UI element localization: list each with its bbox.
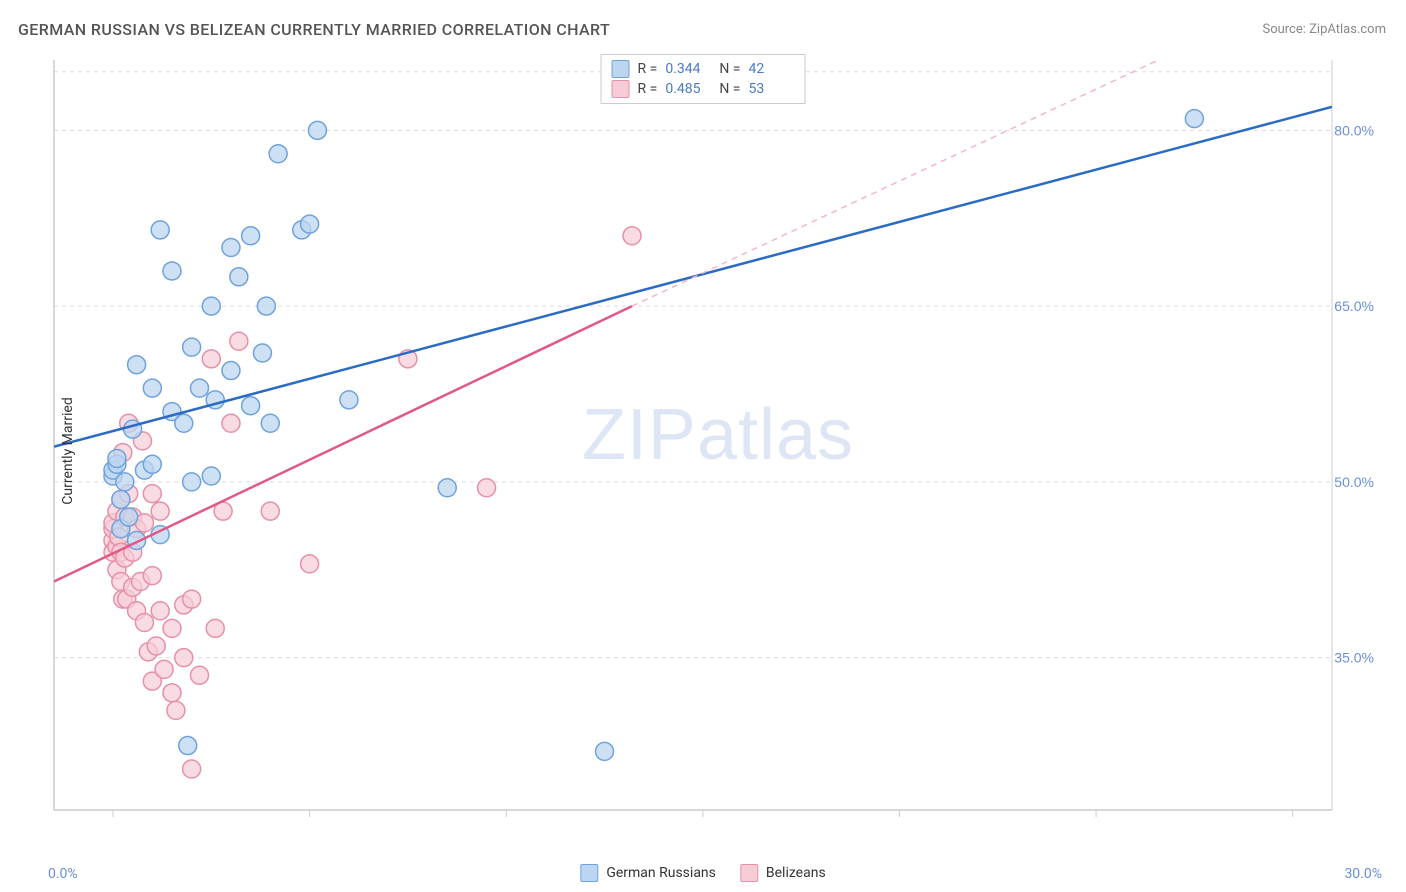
n-label: N = — [719, 61, 740, 77]
plot-area: 35.0%50.0%65.0%80.0% Currently Married Z… — [48, 46, 1388, 856]
swatch-german-icon — [580, 864, 598, 882]
chart-container: GERMAN RUSSIAN VS BELIZEAN CURRENTLY MAR… — [0, 0, 1406, 892]
x-tick-last: 30.0% — [1344, 866, 1382, 882]
r-label: R = — [638, 81, 658, 97]
source-label: Source: ZipAtlas.com — [1262, 22, 1386, 37]
series-legend: German Russians Belizeans — [580, 864, 825, 882]
legend-item-german: German Russians — [580, 864, 716, 882]
r-value-german: 0.344 — [665, 61, 711, 77]
correlation-legend: R = 0.344 N = 42 R = 0.485 N = 53 — [601, 54, 806, 104]
chart-title: GERMAN RUSSIAN VS BELIZEAN CURRENTLY MAR… — [18, 20, 610, 39]
legend-item-belizean: Belizeans — [740, 864, 826, 882]
swatch-german-icon — [612, 60, 630, 78]
svg-text:65.0%: 65.0% — [1334, 298, 1374, 314]
n-label: N = — [719, 81, 740, 97]
legend-label-german: German Russians — [606, 865, 716, 881]
svg-text:50.0%: 50.0% — [1334, 474, 1374, 490]
r-label: R = — [638, 61, 658, 77]
svg-text:80.0%: 80.0% — [1334, 122, 1374, 138]
legend-row-german: R = 0.344 N = 42 — [612, 59, 795, 79]
y-axis-label: Currently Married — [60, 397, 76, 504]
swatch-belizean-icon — [612, 80, 630, 98]
n-value-belizean: 53 — [748, 81, 794, 97]
x-tick-first: 0.0% — [48, 866, 78, 882]
svg-text:35.0%: 35.0% — [1334, 650, 1374, 666]
n-value-german: 42 — [748, 61, 794, 77]
legend-row-belizean: R = 0.485 N = 53 — [612, 79, 795, 99]
legend-label-belizean: Belizeans — [766, 865, 826, 881]
swatch-belizean-icon — [740, 864, 758, 882]
r-value-belizean: 0.485 — [665, 81, 711, 97]
chart-svg: 35.0% 50.0% 65.0% 80.0% — [48, 46, 1388, 856]
